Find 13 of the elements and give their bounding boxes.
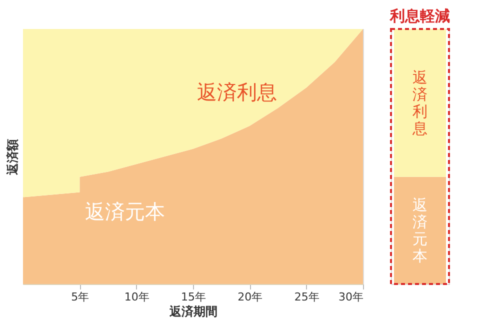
x-tick-label: 10年	[124, 290, 150, 304]
x-axis-title: 返済期間	[168, 304, 218, 318]
text: 利息軽減	[389, 7, 450, 25]
series-label: 返済元本	[412, 196, 428, 265]
y-axis-title: 返済額	[6, 139, 20, 176]
series-label: 返済利息	[197, 80, 278, 104]
x-tick-label: 20年	[238, 290, 263, 304]
x-tick-label: 30年	[338, 290, 364, 304]
x-tick-label: 15年	[181, 290, 206, 304]
x-tick-label: 25年	[294, 290, 320, 304]
x-tick-label: 5年	[71, 290, 90, 304]
series-label: 返済利息	[412, 68, 428, 138]
series-label: 返済元本	[85, 200, 165, 224]
